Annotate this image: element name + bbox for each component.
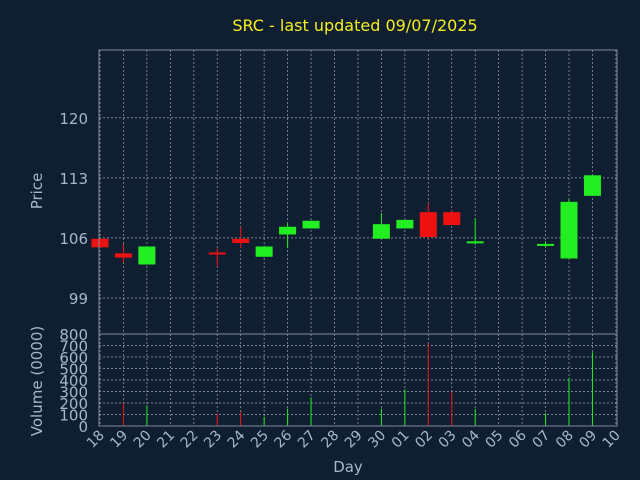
day-tick-label: 21 bbox=[154, 428, 178, 452]
candle-body bbox=[560, 201, 578, 259]
day-tick-label: 19 bbox=[107, 428, 131, 452]
day-tick-label: 03 bbox=[436, 428, 460, 452]
candle-body bbox=[419, 212, 437, 238]
candle-30 bbox=[372, 213, 390, 239]
candle-07 bbox=[537, 241, 555, 248]
volume-tick-label: 0 bbox=[78, 418, 88, 436]
plot-frames bbox=[98, 49, 618, 427]
volume-tick-label: 600 bbox=[59, 349, 88, 367]
candle-body bbox=[232, 238, 250, 244]
day-tick-label: 10 bbox=[600, 428, 624, 452]
candlesticks bbox=[91, 175, 601, 268]
day-tick-label: 01 bbox=[389, 428, 413, 452]
candle-27 bbox=[302, 220, 320, 229]
candle-body bbox=[537, 243, 555, 246]
grid-lines bbox=[99, 50, 617, 427]
volume-tick-label: 500 bbox=[59, 361, 88, 379]
volume-tick-label: 200 bbox=[59, 395, 88, 413]
price-tick-label: 113 bbox=[59, 170, 88, 188]
day-tick-labels: 18 19 20 21 22 23 24 25 26 27 28 29 30 01 02 03 04 05 06 07… bbox=[84, 427, 624, 451]
day-tick-label: 05 bbox=[483, 428, 507, 452]
candle-01 bbox=[396, 219, 414, 229]
volume-plot-frame bbox=[98, 333, 618, 427]
candle-09 bbox=[583, 175, 601, 196]
day-tick-label: 27 bbox=[295, 428, 319, 452]
day-tick-label: 26 bbox=[272, 427, 296, 451]
price-tick-label: 106 bbox=[59, 230, 88, 248]
day-tick-label: 08 bbox=[553, 428, 577, 452]
price-tick-label: 99 bbox=[69, 290, 88, 308]
day-tick-label: 06 bbox=[506, 427, 530, 451]
candle-18 bbox=[91, 238, 109, 248]
volume-bars bbox=[122, 343, 593, 426]
candle-body bbox=[302, 220, 320, 229]
price-tick-labels: 99 106 113 120 bbox=[59, 110, 88, 308]
day-tick-label: 20 bbox=[131, 428, 155, 452]
candle-20 bbox=[138, 246, 156, 265]
candle-body bbox=[466, 241, 484, 244]
day-tick-label: 30 bbox=[365, 428, 389, 452]
day-tick-label: 24 bbox=[225, 427, 249, 451]
day-tick-label: 02 bbox=[412, 428, 436, 452]
candle-body bbox=[91, 238, 109, 248]
price-tick-label: 120 bbox=[59, 110, 88, 128]
candle-03 bbox=[443, 210, 461, 226]
day-tick-label: 28 bbox=[318, 428, 342, 452]
candle-body bbox=[443, 212, 461, 226]
day-tick-label: 29 bbox=[342, 428, 366, 452]
candle-24 bbox=[232, 226, 250, 249]
price-axis-label: Price bbox=[28, 173, 46, 210]
day-tick-label: 25 bbox=[248, 428, 272, 452]
candle-08 bbox=[560, 199, 578, 259]
candle-body bbox=[255, 246, 273, 257]
candle-02 bbox=[419, 203, 437, 239]
volume-tick-label: 700 bbox=[59, 338, 88, 356]
candle-25 bbox=[255, 246, 273, 257]
day-tick-label: 04 bbox=[459, 427, 483, 451]
day-tick-label: 09 bbox=[576, 428, 600, 452]
volume-tick-label: 800 bbox=[59, 326, 88, 344]
candle-23 bbox=[208, 248, 226, 268]
candle-body bbox=[396, 219, 414, 229]
candle-04 bbox=[466, 218, 484, 245]
day-tick-label: 07 bbox=[529, 428, 553, 452]
volume-tick-label: 400 bbox=[59, 372, 88, 390]
candle-body bbox=[114, 253, 132, 258]
volume-axis-label: Volume (0000) bbox=[28, 326, 46, 436]
candle-19 bbox=[114, 243, 132, 262]
chart-title: SRC - last updated 09/07/2025 bbox=[232, 16, 477, 35]
candle-body bbox=[279, 226, 297, 235]
candle-body bbox=[583, 175, 601, 196]
candle-body bbox=[372, 224, 390, 239]
candle-26 bbox=[279, 223, 297, 249]
volume-tick-label: 300 bbox=[59, 384, 88, 402]
volume-tick-label: 100 bbox=[59, 407, 88, 425]
candle-body bbox=[208, 252, 226, 255]
day-tick-label: 22 bbox=[178, 428, 202, 452]
candle-body bbox=[138, 246, 156, 265]
day-tick-label: 23 bbox=[201, 428, 225, 452]
day-axis-label: Day bbox=[333, 458, 363, 476]
